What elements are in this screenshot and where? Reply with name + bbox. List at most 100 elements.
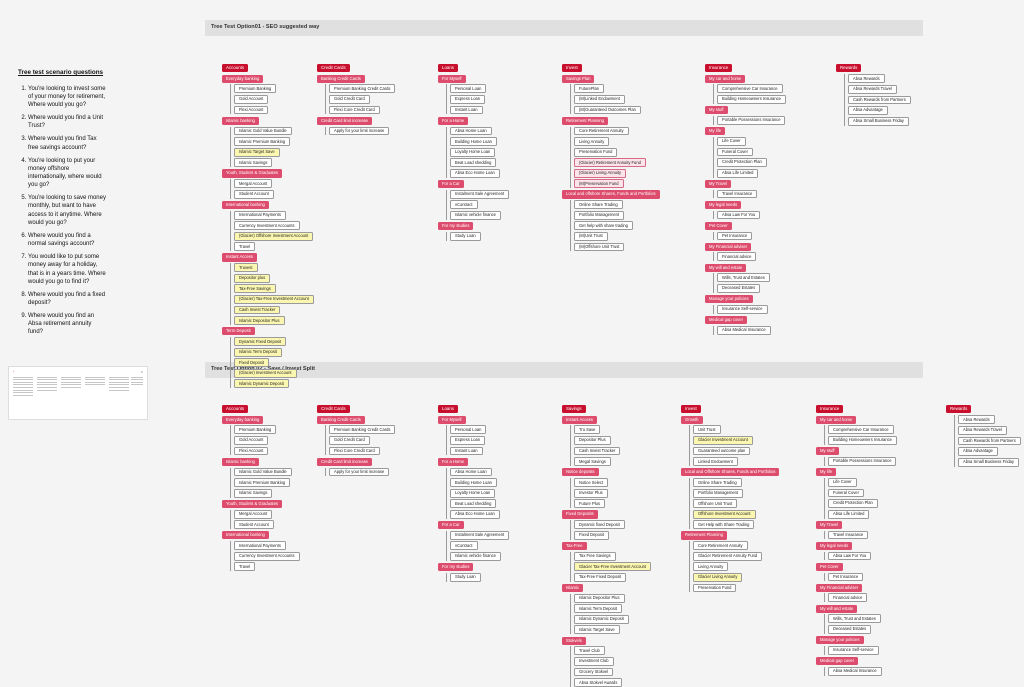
leaf-node[interactable]: Instant Loan — [450, 446, 483, 456]
subcategory-node[interactable]: Instant Access — [222, 253, 257, 262]
leaf-node[interactable]: Absa Stokvel Awards — [574, 678, 623, 687]
subcategory-node[interactable]: International banking — [222, 531, 269, 540]
category-node[interactable]: Savings — [562, 405, 586, 414]
leaf-node[interactable]: Glacier Retirement Annuity Fund — [693, 551, 763, 561]
leaf-node[interactable]: Linked Endowment — [693, 457, 738, 467]
leaf-node[interactable]: Building Homeowners Insurance — [717, 95, 786, 104]
leaf-node[interactable]: Building Home Loan — [450, 478, 497, 487]
leaf-node[interactable]: (Glacier) Living Annuity — [574, 168, 627, 178]
leaf-node[interactable]: Financial advice — [717, 252, 757, 262]
subcategory-node[interactable]: Youth, Student & Graduates — [222, 499, 282, 508]
leaf-node[interactable]: Dynamic fixed Deposit — [574, 520, 625, 530]
subcategory-node[interactable]: Credit Card limit increase — [317, 457, 373, 466]
leaf-node[interactable]: Portable Possessions Insurance — [828, 457, 897, 466]
subcategory-node[interactable]: Fixed Deposits — [562, 510, 598, 519]
leaf-node[interactable]: Cash Invest Tracker — [234, 305, 281, 315]
leaf-node[interactable]: (M)Guaranteed Outcomes Plan — [574, 105, 641, 115]
leaf-node[interactable]: Absa Rewards Travel — [848, 84, 897, 94]
leaf-node[interactable]: Get Help with Share Trading — [693, 520, 755, 530]
leaf-node[interactable]: Notice Select — [574, 478, 609, 487]
leaf-node[interactable]: Glacier Tax-Free Investment Account — [574, 562, 652, 572]
leaf-node[interactable]: Absa Home Loan — [450, 126, 492, 136]
subcategory-node[interactable]: Stokvels — [562, 636, 586, 645]
leaf-node[interactable]: Comprehensive Car Insurance — [717, 84, 783, 94]
leaf-node[interactable]: Gold Credit Card — [329, 436, 370, 445]
leaf-node[interactable]: Absa Small Business Friday — [848, 116, 909, 126]
subcategory-node[interactable]: Savings Plan — [562, 74, 595, 83]
leaf-node[interactable]: Dynamic Fixed Deposit — [234, 337, 287, 346]
subcategory-node[interactable]: For a Car — [438, 520, 464, 530]
leaf-node[interactable]: Premium Banking — [234, 425, 277, 435]
subcategory-node[interactable]: My will and estate — [705, 263, 747, 272]
leaf-node[interactable]: Islamic Premium Banking — [234, 478, 291, 487]
subcategory-node[interactable]: Everyday banking — [222, 74, 264, 83]
leaf-node[interactable]: Apply for your limit increase — [329, 126, 390, 136]
category-node[interactable]: Insurance — [705, 64, 733, 73]
leaf-node[interactable]: Gold Account — [234, 95, 269, 104]
leaf-node[interactable]: Absa Rewards — [958, 415, 995, 425]
leaf-node[interactable]: Pet Insurance — [717, 231, 753, 241]
leaf-node[interactable]: Tax Free Savings — [574, 551, 616, 561]
leaf-node[interactable]: Express Loan — [450, 95, 486, 104]
leaf-node[interactable]: Islamic Term Deposit — [234, 347, 282, 357]
leaf-node[interactable]: Tru Save — [574, 425, 601, 435]
leaf-node[interactable]: Unit Trust — [693, 425, 721, 435]
leaf-node[interactable]: Instalment Sale Agreement — [450, 530, 510, 540]
category-node[interactable]: Accounts — [222, 64, 249, 73]
subcategory-node[interactable]: My Travel — [705, 179, 732, 188]
leaf-node[interactable]: Fixed Deposit — [234, 358, 270, 368]
subcategory-node[interactable]: International banking — [222, 200, 269, 210]
leaf-node[interactable]: Insurance Self-service — [717, 304, 768, 314]
leaf-node[interactable]: Islamic Savings — [234, 158, 273, 168]
subcategory-node[interactable]: My car and home — [705, 74, 746, 83]
leaf-node[interactable]: Gold Credit Card — [329, 95, 370, 104]
leaf-node[interactable]: International Payments — [234, 210, 286, 220]
subcategory-node[interactable]: My will and estate — [816, 604, 858, 613]
leaf-node[interactable]: Premium Banking — [234, 84, 277, 94]
subcategory-node[interactable]: Medical gap cover — [816, 656, 858, 666]
subcategory-node[interactable]: Retirement Planning — [562, 116, 608, 125]
leaf-node[interactable]: Instalment Sale Agreement — [450, 189, 510, 199]
subcategory-node[interactable]: Term Deposit — [222, 327, 255, 336]
leaf-node[interactable]: Cash Invest Tracker — [574, 446, 621, 456]
subcategory-node[interactable]: Everyday banking — [222, 415, 264, 424]
leaf-node[interactable]: Absa Life Limited — [717, 168, 759, 178]
category-node[interactable]: Loans — [438, 405, 458, 414]
category-node[interactable]: Invest — [681, 405, 701, 414]
leaf-node[interactable]: Islamic Gold Value Bundle — [234, 467, 292, 477]
leaf-node[interactable]: Wills, Trust and Estates — [717, 273, 770, 283]
leaf-node[interactable]: Islamic Dynamic Deposit — [234, 379, 289, 389]
subcategory-node[interactable]: My stuff — [705, 106, 728, 115]
subcategory-node[interactable]: Instant Access — [562, 415, 597, 424]
leaf-node[interactable]: Preservation Fund — [574, 147, 618, 157]
subcategory-node[interactable]: Notice deposits — [562, 468, 599, 477]
leaf-node[interactable]: Funeral Cover — [828, 488, 864, 498]
leaf-node[interactable]: Portfolio Management — [574, 210, 625, 220]
leaf-node[interactable]: Depositor plus — [234, 273, 271, 283]
leaf-node[interactable]: (M)Offshore Unit Trust — [574, 242, 625, 252]
leaf-node[interactable]: Instant Loan — [450, 105, 483, 115]
leaf-node[interactable]: Cash Rewards from Partners — [958, 436, 1021, 446]
leaf-node[interactable]: Travel — [234, 562, 256, 572]
leaf-node[interactable]: Student Account — [234, 189, 274, 199]
leaf-node[interactable]: Building Home Loan — [450, 137, 497, 146]
leaf-node[interactable]: Absa Law For You — [828, 551, 872, 561]
leaf-node[interactable]: (M)Linked Endowment — [574, 95, 625, 104]
subcategory-node[interactable]: For a Home — [438, 116, 469, 125]
leaf-node[interactable]: Flexi Account — [234, 105, 269, 115]
category-node[interactable]: Credit Cards — [317, 64, 350, 73]
leaf-node[interactable]: (Glacier) Retirement Annuity Fund — [574, 158, 646, 168]
leaf-node[interactable]: Absa Law For You — [717, 210, 761, 220]
leaf-node[interactable]: Funeral Cover — [717, 147, 753, 157]
leaf-node[interactable]: Currency Investment Accounts — [234, 221, 300, 231]
subcategory-node[interactable]: Pet Cover — [816, 562, 843, 571]
leaf-node[interactable]: Online Share Trading — [574, 200, 623, 210]
category-node[interactable]: Insurance — [816, 405, 844, 414]
leaf-node[interactable]: Mergal Account — [234, 509, 273, 519]
leaf-node[interactable]: Get help with share trading — [574, 221, 633, 231]
subcategory-node[interactable]: Tax-Free — [562, 541, 587, 551]
leaf-node[interactable]: Absa Medical Insurance — [717, 325, 771, 335]
leaf-node[interactable]: Beat Load shedding — [450, 499, 497, 509]
leaf-node[interactable]: Online Share Trading — [693, 478, 742, 487]
leaf-node[interactable]: Islamic Premium Banking — [234, 137, 291, 146]
